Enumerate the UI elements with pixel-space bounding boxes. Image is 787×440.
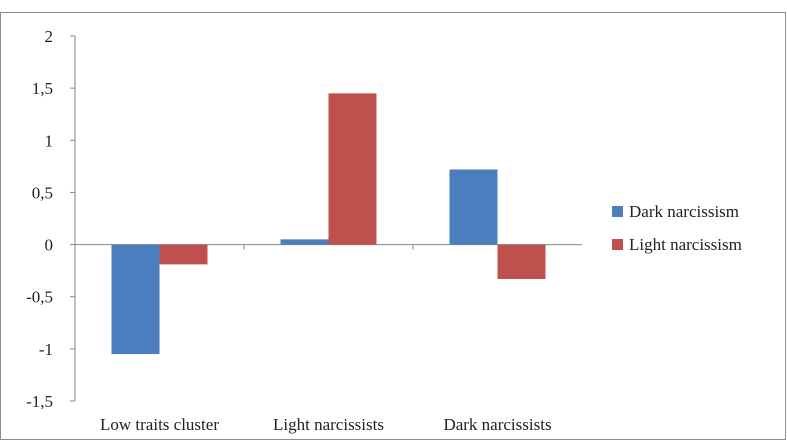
legend: Dark narcissism Light narcissism (612, 202, 742, 254)
bar-light-narcissism-2 (328, 93, 377, 245)
y-axis: 2 1,5 1 0,5 0 -0,5 -1 -1,5 (26, 27, 582, 411)
y-tick-label: 2 (45, 27, 54, 46)
category-label: Dark narcissists (443, 415, 551, 434)
category-label: Low traits cluster (100, 415, 219, 434)
y-tick-label: 1,5 (32, 79, 53, 98)
category-labels: Low traits cluster Light narcissists Dark … (100, 415, 552, 434)
bars (111, 93, 546, 355)
bar-light-narcissism-3 (497, 244, 546, 279)
legend-swatch (612, 206, 623, 217)
legend-swatch (612, 239, 623, 250)
chart-border (0, 12, 786, 440)
bar-dark-narcissism-1 (111, 244, 160, 355)
y-tick-label: 0 (45, 236, 54, 255)
y-tick-label: -0,5 (26, 288, 53, 307)
y-tick-label: 0,5 (32, 183, 53, 202)
y-tick-label: 1 (45, 131, 54, 150)
bar-dark-narcissism-3 (449, 169, 498, 245)
legend-label: Dark narcissism (629, 202, 739, 221)
legend-label: Light narcissism (629, 235, 742, 254)
bar-light-narcissism-1 (159, 244, 208, 265)
bar-dark-narcissism-2 (280, 239, 329, 245)
y-tick-label: -1 (39, 340, 53, 359)
y-tick-label: -1,5 (26, 392, 53, 411)
category-label: Light narcissists (273, 415, 384, 434)
